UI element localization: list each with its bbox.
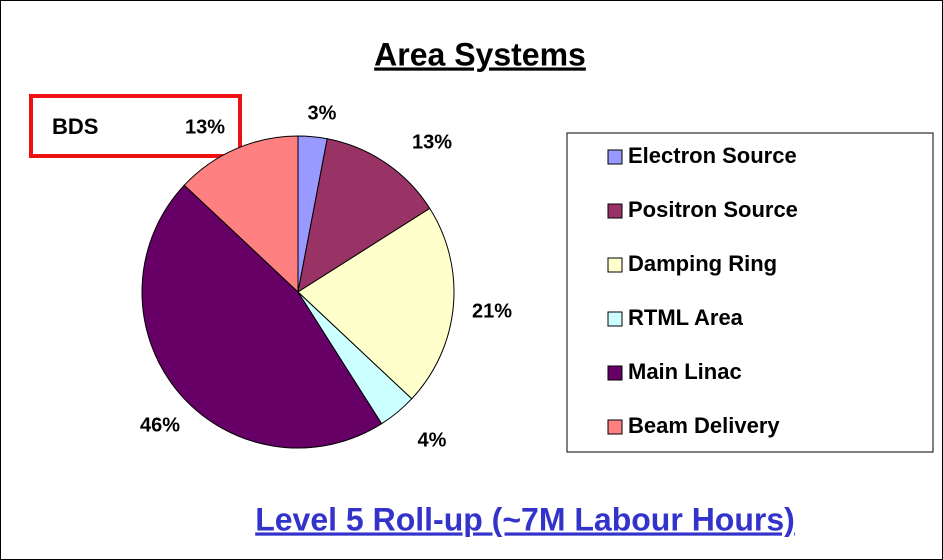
legend-label: Electron Source bbox=[628, 143, 797, 168]
legend-label: Damping Ring bbox=[628, 251, 777, 276]
pie-slice bbox=[297, 207, 455, 400]
legend-box bbox=[566, 132, 934, 453]
legend-label: Main Linac bbox=[628, 359, 742, 384]
pie-slice bbox=[141, 184, 383, 449]
pie-slice bbox=[183, 135, 299, 294]
data-label: 3% bbox=[308, 102, 337, 124]
legend-swatch bbox=[607, 311, 623, 327]
data-label: 13% bbox=[412, 131, 452, 153]
pie-slice bbox=[297, 138, 431, 294]
data-label: 13% bbox=[185, 116, 225, 138]
data-label: 21% bbox=[472, 300, 512, 322]
legend-label: RTML Area bbox=[628, 305, 744, 330]
legend-swatch bbox=[607, 257, 623, 273]
legend-swatch bbox=[607, 203, 623, 219]
legend-swatch bbox=[607, 365, 623, 381]
annotation-box bbox=[29, 94, 242, 158]
annotation: BDS bbox=[52, 114, 98, 139]
legend-swatch bbox=[607, 149, 623, 165]
subtitle: Level 5 Roll-up (~7M Labour Hours) bbox=[255, 501, 795, 537]
legend-label: Beam Delivery bbox=[628, 413, 780, 438]
legend-swatch bbox=[607, 419, 623, 435]
chart-title: Area Systems bbox=[374, 36, 586, 72]
legend-label: Positron Source bbox=[628, 197, 798, 222]
data-label: 46% bbox=[140, 414, 180, 436]
data-label: 4% bbox=[418, 429, 447, 451]
